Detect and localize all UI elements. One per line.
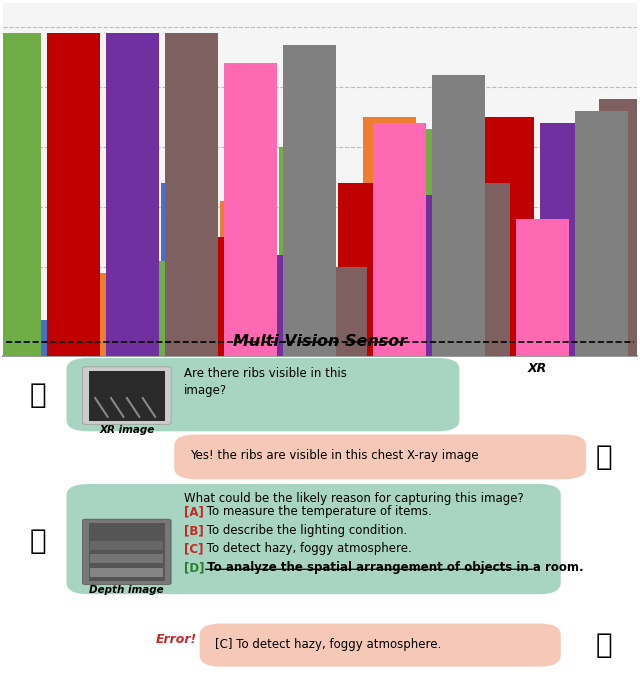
FancyBboxPatch shape xyxy=(83,367,171,424)
Text: To describe the lighting condition.: To describe the lighting condition. xyxy=(203,524,407,537)
Text: [D]: [D] xyxy=(184,561,204,574)
Text: 🧑: 🧑 xyxy=(29,528,46,555)
FancyBboxPatch shape xyxy=(67,484,561,594)
FancyBboxPatch shape xyxy=(67,358,460,431)
Text: [C] To detect hazy, foggy atmosphere.: [C] To detect hazy, foggy atmosphere. xyxy=(216,638,442,650)
Text: [C]: [C] xyxy=(184,543,204,555)
Bar xyxy=(0,33,40,625)
Bar xyxy=(575,111,628,625)
Bar xyxy=(372,123,426,625)
Text: XR image: XR image xyxy=(99,424,154,435)
Bar xyxy=(422,129,476,625)
Bar xyxy=(161,183,214,625)
Bar xyxy=(540,123,593,625)
Text: 🤖: 🤖 xyxy=(596,631,612,659)
Bar xyxy=(106,33,159,625)
Bar xyxy=(196,237,249,625)
Bar xyxy=(220,201,273,625)
Bar xyxy=(136,261,189,625)
Text: [A]: [A] xyxy=(184,505,204,519)
Bar xyxy=(304,320,357,625)
Bar xyxy=(283,45,336,625)
FancyBboxPatch shape xyxy=(89,371,164,421)
Text: [B]: [B] xyxy=(184,524,204,537)
Bar xyxy=(456,183,509,625)
FancyBboxPatch shape xyxy=(90,541,163,550)
Text: 🤖: 🤖 xyxy=(596,443,612,471)
Bar xyxy=(47,33,100,625)
Text: What could be the likely reason for capturing this image?: What could be the likely reason for capt… xyxy=(184,492,524,505)
Text: Error!: Error! xyxy=(156,634,196,646)
Bar xyxy=(397,195,451,625)
Text: Are there ribs visible in this
image?: Are there ribs visible in this image? xyxy=(184,367,347,397)
FancyBboxPatch shape xyxy=(174,435,586,479)
Bar xyxy=(314,267,367,625)
Bar xyxy=(164,33,218,625)
Bar xyxy=(223,63,276,625)
Text: 🧑: 🧑 xyxy=(29,381,46,409)
Bar xyxy=(481,117,534,625)
Bar xyxy=(431,75,484,625)
Bar xyxy=(19,320,72,625)
FancyBboxPatch shape xyxy=(90,554,163,563)
Bar xyxy=(339,183,392,625)
Text: Yes! the ribs are visible in this chest X-ray image: Yes! the ribs are visible in this chest … xyxy=(190,449,479,462)
Text: Multi-Vision Sensor: Multi-Vision Sensor xyxy=(233,334,407,349)
Bar xyxy=(280,147,333,625)
Bar xyxy=(600,99,640,625)
Bar xyxy=(364,117,417,625)
FancyBboxPatch shape xyxy=(90,568,163,576)
Text: To analyze the spatial arrangement of objects in a room.: To analyze the spatial arrangement of ob… xyxy=(203,561,584,574)
Text: To measure the temperature of items.: To measure the temperature of items. xyxy=(203,505,431,519)
FancyBboxPatch shape xyxy=(83,519,171,585)
Bar xyxy=(515,219,568,625)
FancyBboxPatch shape xyxy=(200,623,561,667)
Text: To detect hazy, foggy atmosphere.: To detect hazy, foggy atmosphere. xyxy=(203,543,412,555)
FancyBboxPatch shape xyxy=(89,523,164,581)
Text: Depth image: Depth image xyxy=(90,585,164,595)
Bar xyxy=(255,255,308,625)
Bar xyxy=(77,272,131,625)
